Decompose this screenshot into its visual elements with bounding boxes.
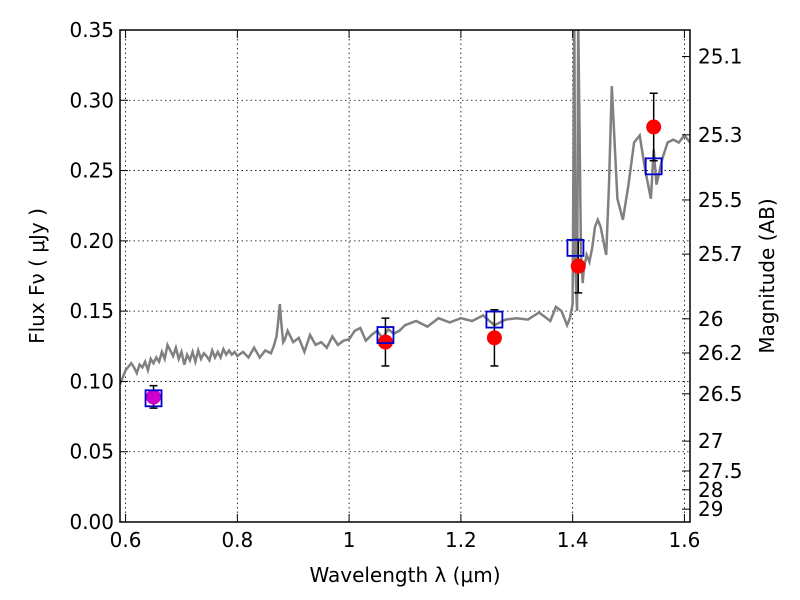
y2-tick-label: 26.2 — [698, 341, 743, 365]
y2-tick-label: 25.1 — [698, 45, 743, 69]
observed-point — [486, 330, 502, 346]
x-axis-ticks: 0.6 0.8 1 1.2 1.4 1.6 — [110, 30, 701, 552]
y2-tick-label: 26.5 — [698, 382, 743, 406]
y-axis-label: Flux Fν ( μJy ) — [25, 208, 49, 344]
model-flux-point — [566, 238, 585, 257]
y-tick-label: 0.20 — [69, 229, 114, 253]
y-tick-label: 0.05 — [69, 440, 114, 464]
y-tick-label: 0.15 — [69, 299, 114, 323]
y2-tick-label: 27 — [698, 429, 723, 453]
y-axis-ticks: 0.00 0.05 0.10 0.15 0.20 0.25 0.30 0.35 — [69, 18, 128, 534]
y-tick-label: 0.10 — [69, 369, 114, 393]
grid — [120, 29, 690, 523]
magenta-point — [146, 389, 162, 405]
y2-tick-label: 25.7 — [698, 242, 743, 266]
y2-tick-label: 25.5 — [698, 188, 743, 212]
y-tick-label: 0.35 — [69, 18, 114, 42]
model-flux-point — [644, 157, 663, 176]
x-tick-label: 0.6 — [110, 528, 142, 552]
y2-tick-label: 25.3 — [698, 123, 743, 147]
model-flux-point — [144, 389, 163, 408]
model-spectrum-line — [120, 30, 690, 385]
magenta-points — [146, 389, 162, 405]
y-tick-label: 0.25 — [69, 159, 114, 183]
x-tick-label: 1.4 — [557, 528, 589, 552]
y-tick-label: 0.30 — [69, 88, 114, 112]
x-axis-label: Wavelength λ (μm) — [309, 563, 500, 587]
model-flux-point — [376, 326, 395, 344]
y2-tick-label: 29 — [698, 497, 723, 521]
x-tick-label: 0.8 — [221, 528, 253, 552]
observed-point — [646, 119, 662, 135]
y-tick-label: 0.00 — [69, 510, 114, 534]
model-flux-point — [485, 310, 504, 329]
y2-tick-label: 26 — [698, 307, 723, 331]
x-tick-label: 1.2 — [445, 528, 477, 552]
y2-axis-label: Magnitude (AB) — [755, 198, 779, 353]
plot-area — [120, 30, 690, 409]
y2-tick-label: 27.5 — [698, 459, 743, 483]
x-tick-label: 1 — [343, 528, 356, 552]
axes-frame — [119, 29, 691, 523]
y2-tick-label: 28 — [698, 478, 723, 502]
model-flux-points — [144, 157, 663, 408]
observed-point — [570, 258, 586, 274]
observed-point — [377, 334, 393, 350]
x-tick-label: 1.6 — [669, 528, 701, 552]
